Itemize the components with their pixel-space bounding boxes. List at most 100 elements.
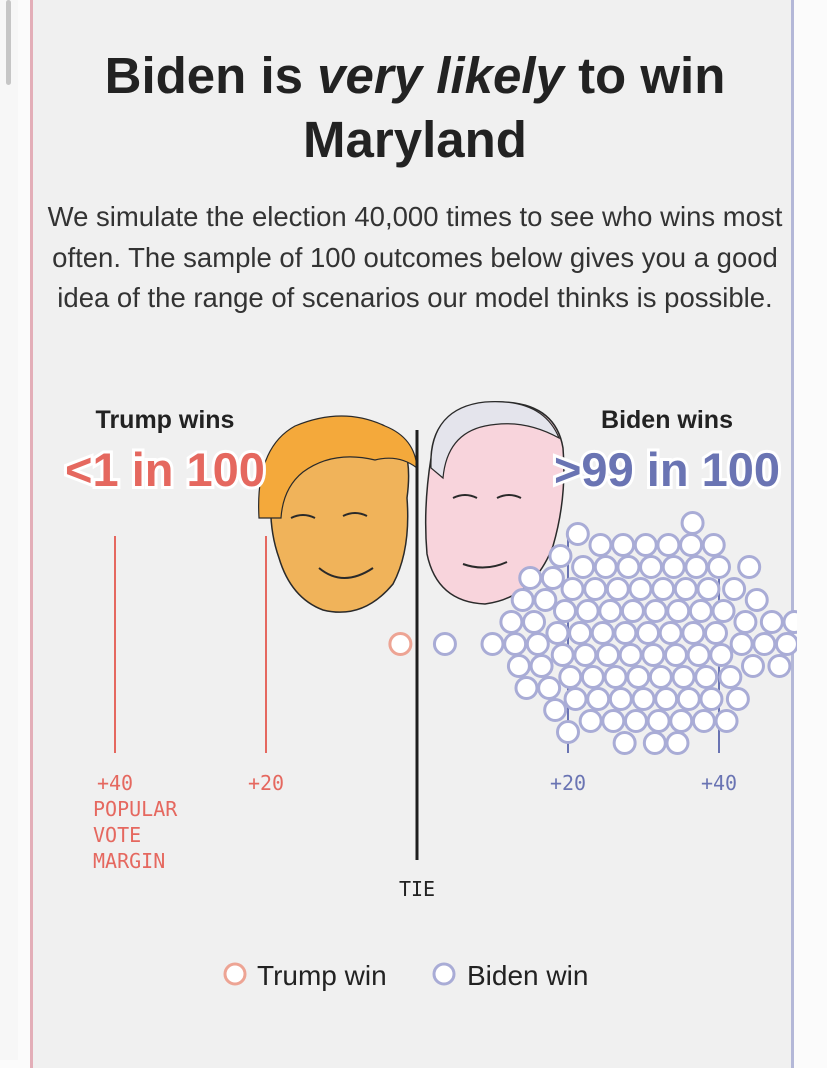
- biden-outcome-dot: [525, 632, 550, 656]
- biden-outcome-dot: [651, 577, 676, 601]
- legend-trump-label: Trump win: [257, 960, 387, 991]
- biden-outcome-dot: [679, 533, 704, 557]
- biden-outcome-dot: [571, 555, 596, 579]
- tick-label: +40: [97, 771, 133, 795]
- biden-outcome-dot: [641, 643, 666, 667]
- biden-outcome-dot: [510, 588, 535, 612]
- biden-outcome-dot: [611, 533, 636, 557]
- biden-outcome-dot: [642, 731, 667, 755]
- biden-outcome-dot: [686, 643, 711, 667]
- biden-outcome-dot: [656, 533, 681, 557]
- biden-outcome-dot: [699, 687, 724, 711]
- title-prefix: Biden is: [104, 47, 303, 104]
- biden-outcome-dot: [612, 731, 637, 755]
- biden-outcome-dot: [537, 676, 562, 700]
- biden-outcome-dot: [578, 709, 603, 733]
- biden-outcome-dot: [676, 687, 701, 711]
- biden-outcome-dot: [740, 654, 765, 678]
- biden-outcome-dot: [701, 533, 726, 557]
- biden-outcome-dot: [499, 610, 524, 634]
- biden-outcome-dot: [558, 665, 583, 689]
- biden-outcome-dot: [646, 709, 671, 733]
- biden-outcome-dot: [654, 687, 679, 711]
- biden-outcome-dot: [586, 687, 611, 711]
- biden-outcome-dot: [556, 720, 580, 744]
- biden-outcome-dot: [633, 533, 658, 557]
- tick-label: +20: [550, 771, 586, 795]
- biden-outcome-dot: [588, 533, 613, 557]
- biden-outcome-dot: [759, 610, 784, 634]
- biden-outcome-dot: [673, 577, 698, 601]
- biden-outcome-dot: [669, 709, 694, 733]
- biden-outcome-dot: [548, 544, 573, 568]
- axis-label-word: MARGIN: [93, 849, 165, 873]
- biden-outcome-dot: [671, 665, 696, 689]
- tick-label: +40: [701, 771, 737, 795]
- biden-outcome-dot: [688, 599, 713, 623]
- biden-mouth: [462, 561, 508, 569]
- biden-outcome-dot: [583, 577, 608, 601]
- biden-eyes: [452, 494, 522, 499]
- biden-outcome-dot: [565, 522, 590, 546]
- biden-outcome-dot: [636, 621, 661, 645]
- biden-outcome-dot: [752, 632, 777, 656]
- scrollbar-thumb[interactable]: [6, 0, 11, 85]
- biden-outcome-dot: [725, 687, 750, 711]
- biden-outcome-dot: [506, 654, 531, 678]
- biden-outcome-dot: [601, 709, 626, 733]
- biden-outcome-dot: [744, 588, 769, 612]
- biden-outcome-dot: [711, 599, 736, 623]
- biden-outcome-dot: [733, 610, 758, 634]
- biden-outcome-dot: [782, 610, 797, 634]
- biden-outcome-dot: [684, 555, 709, 579]
- biden-outcome-dot: [503, 632, 528, 656]
- biden-outcome-dot: [540, 566, 565, 590]
- biden-outcome-dot: [560, 577, 585, 601]
- biden-outcome-dot: [480, 632, 505, 656]
- biden-outcome-dot: [590, 621, 615, 645]
- biden-outcome-dot: [608, 687, 633, 711]
- biden-outcome-dot: [639, 555, 664, 579]
- trump-wins-heading: Trump wins: [96, 406, 235, 434]
- biden-outcome-dot: [707, 555, 731, 579]
- biden-outcome-dot: [694, 665, 719, 689]
- legend-biden-marker: [432, 962, 456, 986]
- biden-outcome-dot: [714, 709, 739, 733]
- title-suffix: to win Maryland: [303, 47, 726, 168]
- forecast-card: Biden is very likely to win Maryland We …: [30, 0, 797, 1068]
- trump-portrait-icon: [258, 415, 418, 613]
- tie-label: TIE: [399, 877, 435, 901]
- axis-label-word: POPULAR: [93, 797, 178, 821]
- axis-label-word: VOTE: [93, 823, 141, 847]
- biden-odds: >99 in 100: [554, 443, 780, 496]
- biden-outcome-dot: [663, 643, 688, 667]
- trump-eyes: [290, 512, 368, 519]
- trump-odds: <1 in 100: [65, 443, 265, 496]
- biden-outcome-dot: [552, 599, 577, 623]
- biden-outcome-dot: [718, 665, 743, 689]
- biden-outcome-dot: [575, 599, 600, 623]
- biden-outcome-dot: [648, 665, 673, 689]
- biden-outcome-dot: [618, 643, 643, 667]
- biden-outcome-dot: [643, 599, 668, 623]
- biden-outcome-dot: [680, 511, 705, 535]
- biden-outcome-dot: [603, 665, 628, 689]
- tick-label: +20: [248, 771, 284, 795]
- biden-outcome-dot: [681, 621, 706, 645]
- biden-hair: [430, 401, 561, 480]
- biden-outcome-dot: [563, 687, 588, 711]
- biden-outcome-dot: [598, 599, 623, 623]
- biden-outcome-dot: [613, 621, 638, 645]
- biden-outcome-dot: [580, 665, 605, 689]
- page-subtitle: We simulate the election 40,000 times to…: [47, 201, 783, 313]
- title-emphasis: very likely: [317, 47, 564, 104]
- biden-outcome-dot: [623, 709, 648, 733]
- scrollbar-track[interactable]: [0, 0, 18, 1060]
- legend-biden-label: Biden win: [467, 960, 588, 991]
- biden-outcome-dot: [593, 555, 618, 579]
- biden-outcome-dot: [767, 654, 792, 678]
- legend-trump-marker: [223, 962, 247, 986]
- page-title: Biden is very likely to win Maryland: [33, 44, 797, 172]
- biden-outcome-dot: [691, 709, 716, 733]
